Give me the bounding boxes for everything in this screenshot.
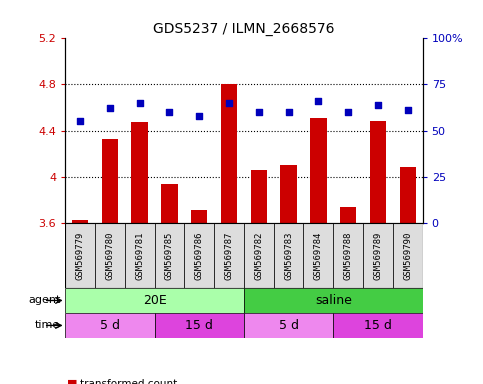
Text: 15 d: 15 d — [364, 319, 392, 332]
Point — [196, 113, 203, 119]
Text: time: time — [35, 320, 60, 331]
Bar — [221, 84, 237, 223]
Title: GDS5237 / ILMN_2668576: GDS5237 / ILMN_2668576 — [153, 22, 335, 36]
Bar — [244, 223, 274, 288]
Point — [374, 102, 382, 108]
Point — [225, 100, 233, 106]
Text: GSM569783: GSM569783 — [284, 231, 293, 280]
Bar — [333, 313, 423, 338]
Text: GSM569788: GSM569788 — [344, 231, 353, 280]
Point — [76, 118, 84, 124]
Bar — [125, 223, 155, 288]
Bar — [244, 288, 423, 313]
Bar — [72, 220, 88, 223]
Text: GSM569787: GSM569787 — [225, 231, 233, 280]
Text: GSM569790: GSM569790 — [403, 231, 412, 280]
Point — [166, 109, 173, 115]
Bar — [274, 223, 303, 288]
Text: 5 d: 5 d — [100, 319, 120, 332]
Text: GSM569782: GSM569782 — [255, 231, 263, 280]
Bar — [303, 223, 333, 288]
Text: 15 d: 15 d — [185, 319, 213, 332]
Text: GSM569785: GSM569785 — [165, 231, 174, 280]
Bar — [131, 122, 148, 223]
Bar — [281, 165, 297, 223]
Bar — [102, 139, 118, 223]
Text: GSM569784: GSM569784 — [314, 231, 323, 280]
Bar — [95, 223, 125, 288]
Bar — [251, 170, 267, 223]
Bar — [214, 223, 244, 288]
Bar — [65, 288, 244, 313]
Point — [106, 105, 114, 111]
Bar — [363, 223, 393, 288]
Bar — [340, 207, 356, 223]
Bar — [155, 223, 185, 288]
Bar — [185, 223, 214, 288]
Text: ■: ■ — [67, 379, 78, 384]
Text: 5 d: 5 d — [279, 319, 298, 332]
Bar — [65, 223, 95, 288]
Bar — [65, 313, 155, 338]
Bar — [310, 118, 327, 223]
Point — [404, 107, 412, 113]
Point — [344, 109, 352, 115]
Text: GSM569786: GSM569786 — [195, 231, 204, 280]
Bar — [155, 313, 244, 338]
Text: agent: agent — [28, 295, 60, 306]
Bar — [393, 223, 423, 288]
Text: GSM569789: GSM569789 — [373, 231, 383, 280]
Bar — [244, 313, 333, 338]
Bar — [333, 223, 363, 288]
Bar — [399, 167, 416, 223]
Point — [255, 109, 263, 115]
Bar — [191, 210, 207, 223]
Point — [136, 100, 143, 106]
Bar — [370, 121, 386, 223]
Text: 20E: 20E — [142, 294, 167, 307]
Text: GSM569781: GSM569781 — [135, 231, 144, 280]
Text: GSM569780: GSM569780 — [105, 231, 114, 280]
Text: saline: saline — [315, 294, 352, 307]
Bar — [161, 184, 178, 223]
Point — [285, 109, 293, 115]
Text: transformed count: transformed count — [80, 379, 177, 384]
Text: GSM569779: GSM569779 — [76, 231, 85, 280]
Point — [314, 98, 322, 104]
